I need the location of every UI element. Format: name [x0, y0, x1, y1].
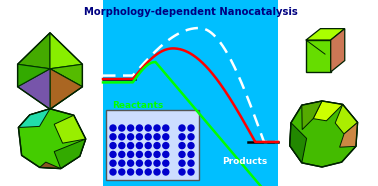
Circle shape — [136, 169, 143, 175]
Circle shape — [145, 169, 151, 175]
Circle shape — [154, 169, 160, 175]
Circle shape — [188, 125, 194, 131]
Polygon shape — [50, 69, 82, 109]
Circle shape — [163, 143, 169, 149]
Circle shape — [119, 160, 125, 166]
Circle shape — [179, 143, 185, 149]
Circle shape — [188, 169, 194, 175]
Text: Morphology-dependent Nanocatalysis: Morphology-dependent Nanocatalysis — [84, 7, 297, 17]
Circle shape — [110, 169, 116, 175]
Polygon shape — [331, 29, 345, 72]
Text: Products: Products — [222, 157, 267, 166]
Polygon shape — [50, 64, 82, 87]
Circle shape — [128, 169, 133, 175]
Circle shape — [145, 134, 151, 140]
Circle shape — [154, 143, 160, 149]
Polygon shape — [40, 162, 61, 169]
Circle shape — [188, 151, 194, 157]
Polygon shape — [302, 101, 322, 130]
Bar — [106, 110, 199, 180]
Bar — [103, 0, 278, 186]
Circle shape — [136, 134, 143, 140]
Circle shape — [154, 151, 160, 157]
Circle shape — [145, 125, 151, 131]
Polygon shape — [290, 123, 307, 163]
Circle shape — [128, 134, 133, 140]
Polygon shape — [18, 33, 50, 69]
Circle shape — [119, 169, 125, 175]
Polygon shape — [19, 109, 86, 169]
Circle shape — [179, 151, 185, 157]
Circle shape — [136, 151, 143, 157]
Polygon shape — [313, 101, 343, 121]
Polygon shape — [50, 33, 82, 69]
Polygon shape — [306, 29, 345, 40]
Polygon shape — [50, 69, 82, 109]
Polygon shape — [18, 69, 50, 109]
Circle shape — [119, 143, 125, 149]
Circle shape — [128, 143, 133, 149]
Circle shape — [163, 125, 169, 131]
Circle shape — [188, 160, 194, 166]
Text: Reactants: Reactants — [112, 101, 163, 110]
Circle shape — [136, 143, 143, 149]
Circle shape — [119, 134, 125, 140]
Circle shape — [154, 134, 160, 140]
Circle shape — [128, 160, 133, 166]
Circle shape — [179, 169, 185, 175]
Circle shape — [110, 134, 116, 140]
Circle shape — [188, 143, 194, 149]
Polygon shape — [335, 105, 358, 134]
Circle shape — [128, 151, 133, 157]
Circle shape — [110, 160, 116, 166]
Polygon shape — [306, 40, 331, 72]
Circle shape — [136, 160, 143, 166]
Circle shape — [154, 160, 160, 166]
Polygon shape — [18, 64, 50, 87]
Circle shape — [163, 160, 169, 166]
Circle shape — [179, 160, 185, 166]
Circle shape — [145, 160, 151, 166]
Circle shape — [145, 143, 151, 149]
Polygon shape — [339, 122, 358, 147]
Circle shape — [119, 151, 125, 157]
Circle shape — [145, 151, 151, 157]
Polygon shape — [54, 139, 86, 169]
Circle shape — [136, 125, 143, 131]
Circle shape — [163, 134, 169, 140]
Circle shape — [179, 125, 185, 131]
Circle shape — [163, 151, 169, 157]
Polygon shape — [54, 115, 86, 143]
Circle shape — [110, 151, 116, 157]
Circle shape — [154, 125, 160, 131]
Polygon shape — [290, 101, 358, 167]
Circle shape — [188, 134, 194, 140]
Circle shape — [163, 169, 169, 175]
Circle shape — [128, 125, 133, 131]
Polygon shape — [19, 109, 50, 128]
Circle shape — [179, 134, 185, 140]
Circle shape — [110, 125, 116, 131]
Circle shape — [119, 125, 125, 131]
Circle shape — [110, 143, 116, 149]
